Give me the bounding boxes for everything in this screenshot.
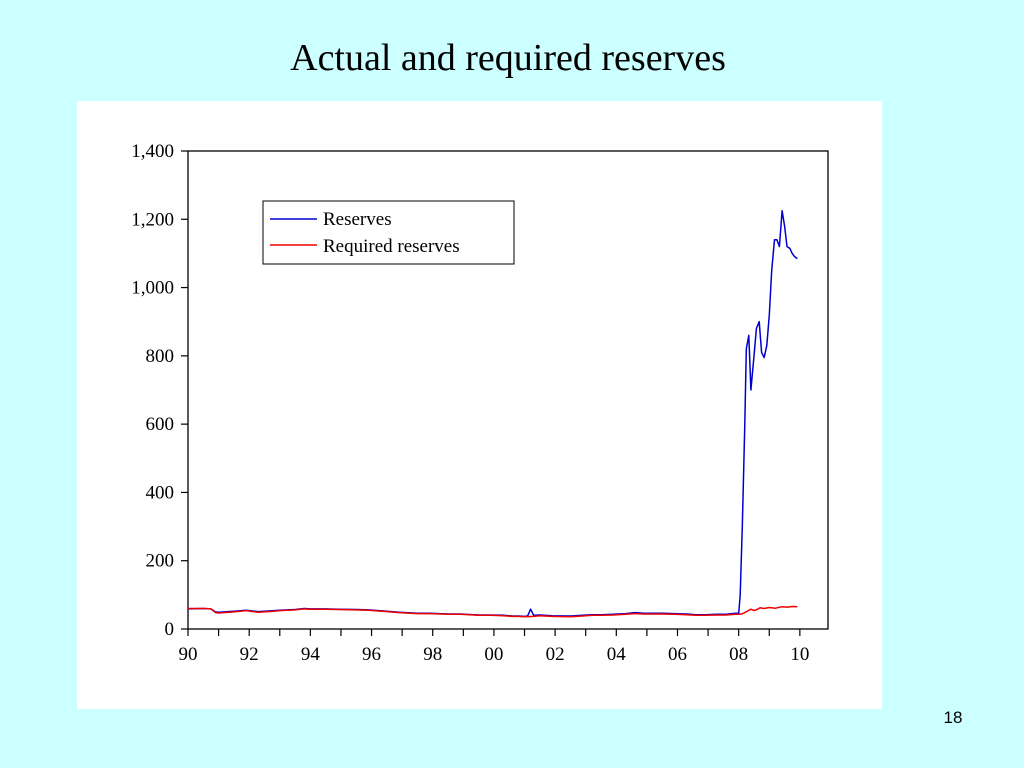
y-tick-label: 800 (146, 346, 175, 367)
y-axis: 0 200 400 600 800 1,000 1,200 1,400 (131, 141, 188, 640)
x-tick-label: 90 (179, 644, 198, 665)
legend: Reserves Required reserves (262, 200, 515, 265)
x-tick-label: 00 (484, 644, 503, 665)
x-tick-label: 02 (546, 644, 565, 665)
slide-number: 18 (943, 708, 963, 727)
y-tick-label: 1,000 (131, 278, 174, 299)
y-tick-label: 1,400 (131, 141, 174, 162)
x-tick-label: 08 (729, 644, 748, 665)
x-tick-label: 96 (362, 644, 381, 665)
x-axis: 90 92 94 96 98 00 02 04 06 08 10 (179, 629, 809, 665)
series-line-reserves (187, 210, 798, 618)
legend-label-reserves: Reserves (323, 209, 392, 230)
series-lines (187, 210, 798, 618)
legend-box (262, 200, 515, 265)
chart-panel: 0 200 400 600 800 1,000 1,200 1,400 90 92 94 96 98 0… (77, 101, 882, 709)
legend-label-required-reserves: Required reserves (323, 236, 460, 257)
x-tick-label: 92 (240, 644, 259, 665)
x-tick-label: 94 (301, 644, 321, 665)
series-line-required-reserves (188, 605, 798, 618)
x-tick-label: 06 (668, 644, 687, 665)
y-tick-label: 200 (146, 551, 175, 572)
y-tick-label: 600 (146, 414, 175, 435)
slide-title: Actual and required reserves (290, 37, 726, 79)
y-tick-label: 0 (165, 619, 175, 640)
plot-area-frame (187, 150, 829, 630)
x-tick-label: 98 (423, 644, 442, 665)
x-tick-label: 04 (607, 644, 627, 665)
x-tick-label: 10 (790, 644, 809, 665)
y-tick-label: 400 (146, 482, 175, 503)
y-tick-label: 1,200 (131, 209, 174, 230)
